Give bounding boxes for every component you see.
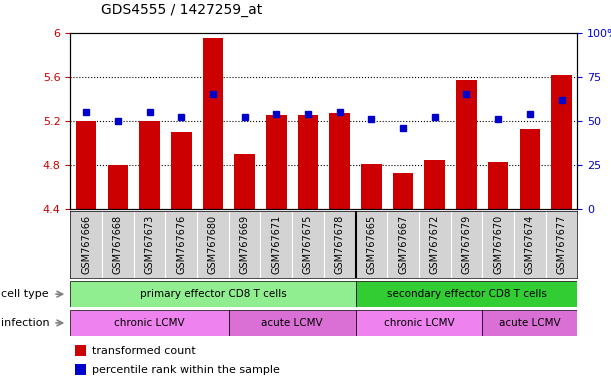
Text: GSM767673: GSM767673 (145, 215, 155, 274)
Bar (519, 129, 540, 209)
Text: GSM767670: GSM767670 (493, 215, 503, 274)
Text: GSM767672: GSM767672 (430, 215, 440, 274)
Bar (482, 310, 577, 336)
Bar (393, 173, 414, 209)
Bar (298, 116, 318, 209)
Bar (70, 310, 229, 336)
Bar (75, 345, 87, 356)
Bar (229, 310, 356, 336)
Bar (356, 281, 577, 307)
Text: GSM767676: GSM767676 (176, 215, 186, 274)
Bar (76, 121, 97, 209)
Bar (356, 310, 482, 336)
Bar (456, 80, 477, 209)
Text: GSM767678: GSM767678 (335, 215, 345, 274)
Text: acute LCMV: acute LCMV (499, 318, 561, 328)
Text: chronic LCMV: chronic LCMV (114, 318, 185, 328)
Bar (266, 116, 287, 209)
Bar (551, 74, 572, 209)
Bar (203, 38, 223, 209)
Text: GSM767668: GSM767668 (113, 215, 123, 274)
Text: chronic LCMV: chronic LCMV (384, 318, 454, 328)
Bar (108, 165, 128, 209)
Bar (139, 121, 160, 209)
Text: GSM767680: GSM767680 (208, 215, 218, 274)
Text: transformed count: transformed count (92, 346, 196, 356)
Bar (75, 364, 87, 375)
Text: GSM767677: GSM767677 (557, 215, 566, 274)
Text: infection: infection (1, 318, 50, 328)
Text: GSM767665: GSM767665 (367, 215, 376, 274)
Text: GSM767669: GSM767669 (240, 215, 249, 274)
Text: GSM767667: GSM767667 (398, 215, 408, 274)
Bar (488, 162, 508, 209)
Bar (171, 132, 191, 209)
Text: cell type: cell type (1, 289, 49, 299)
Text: GSM767675: GSM767675 (303, 215, 313, 274)
Text: acute LCMV: acute LCMV (262, 318, 323, 328)
Text: percentile rank within the sample: percentile rank within the sample (92, 365, 279, 375)
Text: GSM767679: GSM767679 (461, 215, 472, 274)
Text: GSM767674: GSM767674 (525, 215, 535, 274)
Text: GDS4555 / 1427259_at: GDS4555 / 1427259_at (101, 3, 262, 17)
Text: primary effector CD8 T cells: primary effector CD8 T cells (139, 289, 287, 299)
Bar (234, 154, 255, 209)
Bar (70, 281, 356, 307)
Bar (425, 160, 445, 209)
Bar (329, 113, 350, 209)
Bar (361, 164, 382, 209)
Text: GSM767671: GSM767671 (271, 215, 281, 274)
Text: secondary effector CD8 T cells: secondary effector CD8 T cells (387, 289, 546, 299)
Text: GSM767666: GSM767666 (81, 215, 91, 274)
